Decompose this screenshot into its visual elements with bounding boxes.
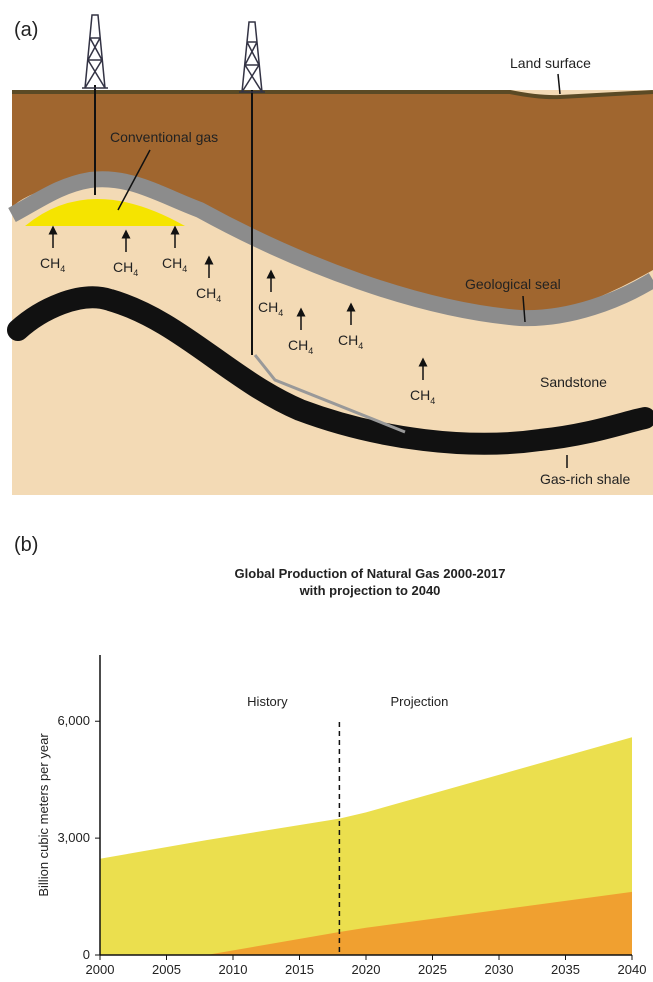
methane-main: CH	[410, 387, 430, 403]
y-tick-label: 3,000	[57, 830, 90, 845]
x-tick-label: 2025	[418, 962, 447, 977]
chart-subtitle: with projection to 2040	[299, 583, 441, 598]
ground	[12, 92, 653, 313]
methane-label: CH4	[288, 337, 313, 356]
methane-main: CH	[338, 332, 358, 348]
label: Conventional gas	[110, 129, 218, 145]
annotation: Projection	[390, 694, 448, 709]
label: Sandstone	[540, 374, 607, 390]
x-tick-label: 2020	[352, 962, 381, 977]
methane-main: CH	[113, 259, 133, 275]
methane-sub: 4	[358, 341, 363, 351]
shale-band	[7, 286, 653, 455]
derrick	[82, 14, 265, 93]
y-tick-label: 0	[83, 947, 90, 962]
label: Land surface	[510, 55, 591, 71]
x-tick-label: 2040	[618, 962, 647, 977]
methane-label: CH4	[338, 332, 363, 351]
methane-sub: 4	[182, 264, 187, 274]
x-tick-label: 2015	[285, 962, 314, 977]
methane-sub: 4	[216, 294, 221, 304]
seal	[8, 171, 653, 327]
methane-main: CH	[40, 255, 60, 271]
label: Gas-rich shale	[540, 471, 630, 487]
x-tick-label: 2035	[551, 962, 580, 977]
methane-label: CH4	[162, 255, 187, 274]
x-tick-label: 2030	[485, 962, 514, 977]
methane-main: CH	[196, 285, 216, 301]
diagram: Land surface Conventional gas Geological…	[7, 14, 653, 495]
surface-line	[12, 90, 653, 100]
methane-sub: 4	[278, 308, 283, 318]
methane-sub: 4	[308, 346, 313, 356]
panel-label: (a)	[14, 19, 38, 41]
x-tick-label: 2010	[219, 962, 248, 977]
methane-main: CH	[288, 337, 308, 353]
methane-label: CH4	[113, 259, 138, 278]
horizontal-well	[253, 354, 406, 434]
label: Geological seal	[465, 276, 561, 292]
x-tick-label: 2000	[86, 962, 115, 977]
y-axis-label: Billion cubic meters per year	[36, 733, 51, 897]
area	[100, 891, 632, 955]
gas-pocket	[25, 199, 185, 226]
area	[100, 737, 632, 955]
methane-label: CH4	[410, 387, 435, 406]
methane-main: CH	[258, 299, 278, 315]
annotation: History	[247, 694, 288, 709]
y-tick-label: 6,000	[57, 713, 90, 728]
methane-sub: 4	[430, 396, 435, 406]
methane-label: CH4	[196, 285, 221, 304]
methane-label: CH4	[40, 255, 65, 274]
methane-main: CH	[162, 255, 182, 271]
methane-sub: 4	[60, 264, 65, 274]
leader-lines	[117, 73, 568, 468]
methane-label: CH4	[258, 299, 283, 318]
x-tick-label: 2005	[152, 962, 181, 977]
chart: Global Production of Natural Gas 2000-20…	[36, 566, 646, 977]
methane-sub: 4	[133, 268, 138, 278]
panel-label: (b)	[14, 534, 38, 556]
chart-title: Global Production of Natural Gas 2000-20…	[235, 566, 506, 581]
